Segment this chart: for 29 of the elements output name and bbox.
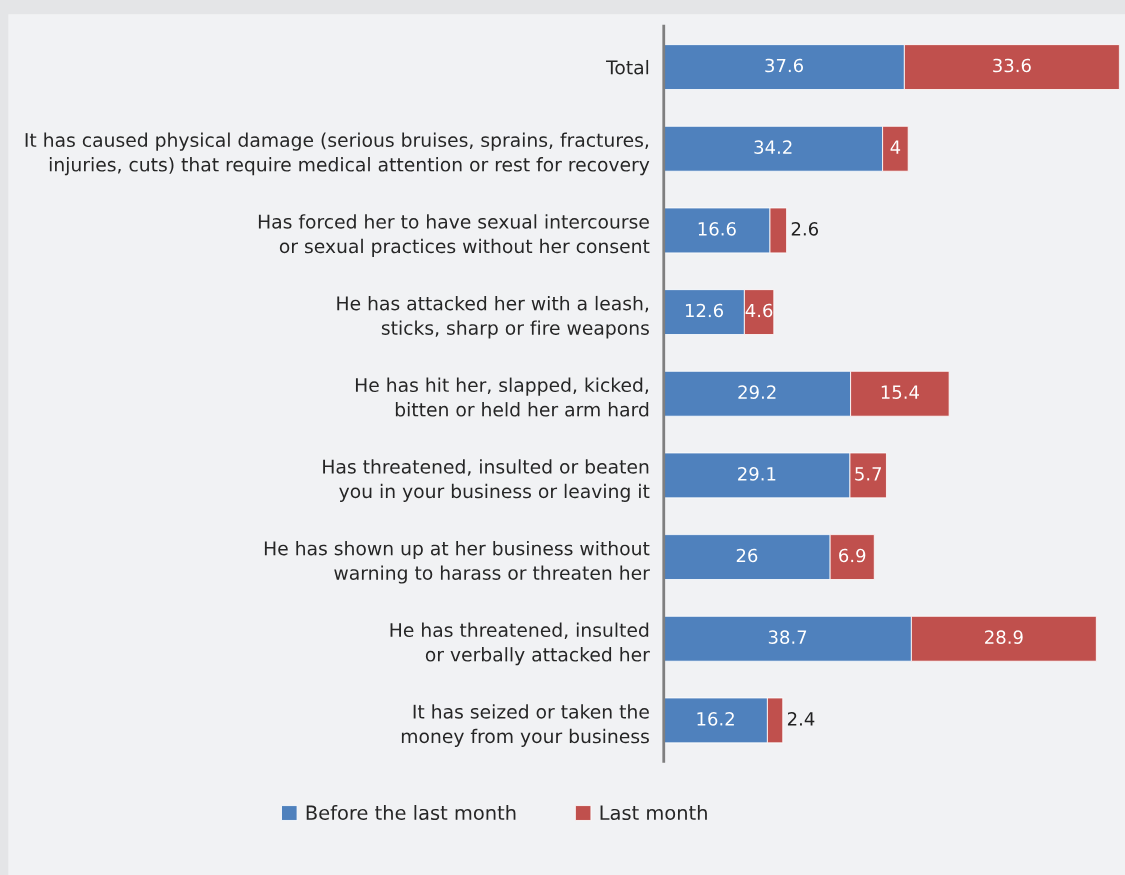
data-label: 12.6 — [685, 303, 724, 318]
data-label: 33.6 — [993, 58, 1031, 73]
y-tick-label: Has forced her to have sexual intercourse or sexual practices without her consent — [258, 214, 650, 257]
y-tick-label: He has shown up at her business without warning to harass or threaten her — [264, 540, 650, 584]
data-label: 26 — [736, 548, 758, 563]
y-tick-label: He has attacked her with a leash, sticks, sharp or fire weapons — [337, 295, 649, 339]
data-label: 16.2 — [697, 712, 734, 726]
data-label: 2.4 — [787, 712, 815, 726]
data-label: 38.7 — [768, 630, 807, 644]
data-label: 6.9 — [839, 548, 866, 563]
data-label: 15.4 — [881, 385, 919, 399]
legend-label: Before the last month — [306, 805, 516, 821]
data-label: 37.6 — [765, 58, 804, 73]
y-tick-label: It has seized or taken the money from your business — [401, 704, 649, 747]
y-tick-label: Has threatened, insulted or beaten you in your business or leaving it — [323, 459, 650, 502]
data-label: 28.9 — [985, 630, 1023, 644]
data-label: 16.6 — [698, 222, 736, 236]
data-label: 29.1 — [738, 467, 776, 481]
data-label: 34.2 — [754, 140, 792, 154]
data-label: 4.6 — [745, 303, 773, 318]
legend-label: Last month — [600, 805, 707, 821]
y-tick-label: He has hit her, slapped, kicked, bitten or held her arm hard — [355, 377, 649, 417]
y-tick-label: It has caused physical damage (serious bruises, sprains, fractures, injuries, cuts) that require medical attention or rest for recovery — [25, 132, 650, 176]
data-label: 29.2 — [738, 385, 776, 399]
y-tick-label: He has threatened, insulted or verbally attacked her — [390, 622, 650, 666]
data-label: 5.7 — [855, 467, 882, 481]
data-label: 4 — [890, 140, 901, 154]
y-tick-label: Total — [606, 59, 649, 75]
data-label: 2.6 — [791, 222, 819, 236]
